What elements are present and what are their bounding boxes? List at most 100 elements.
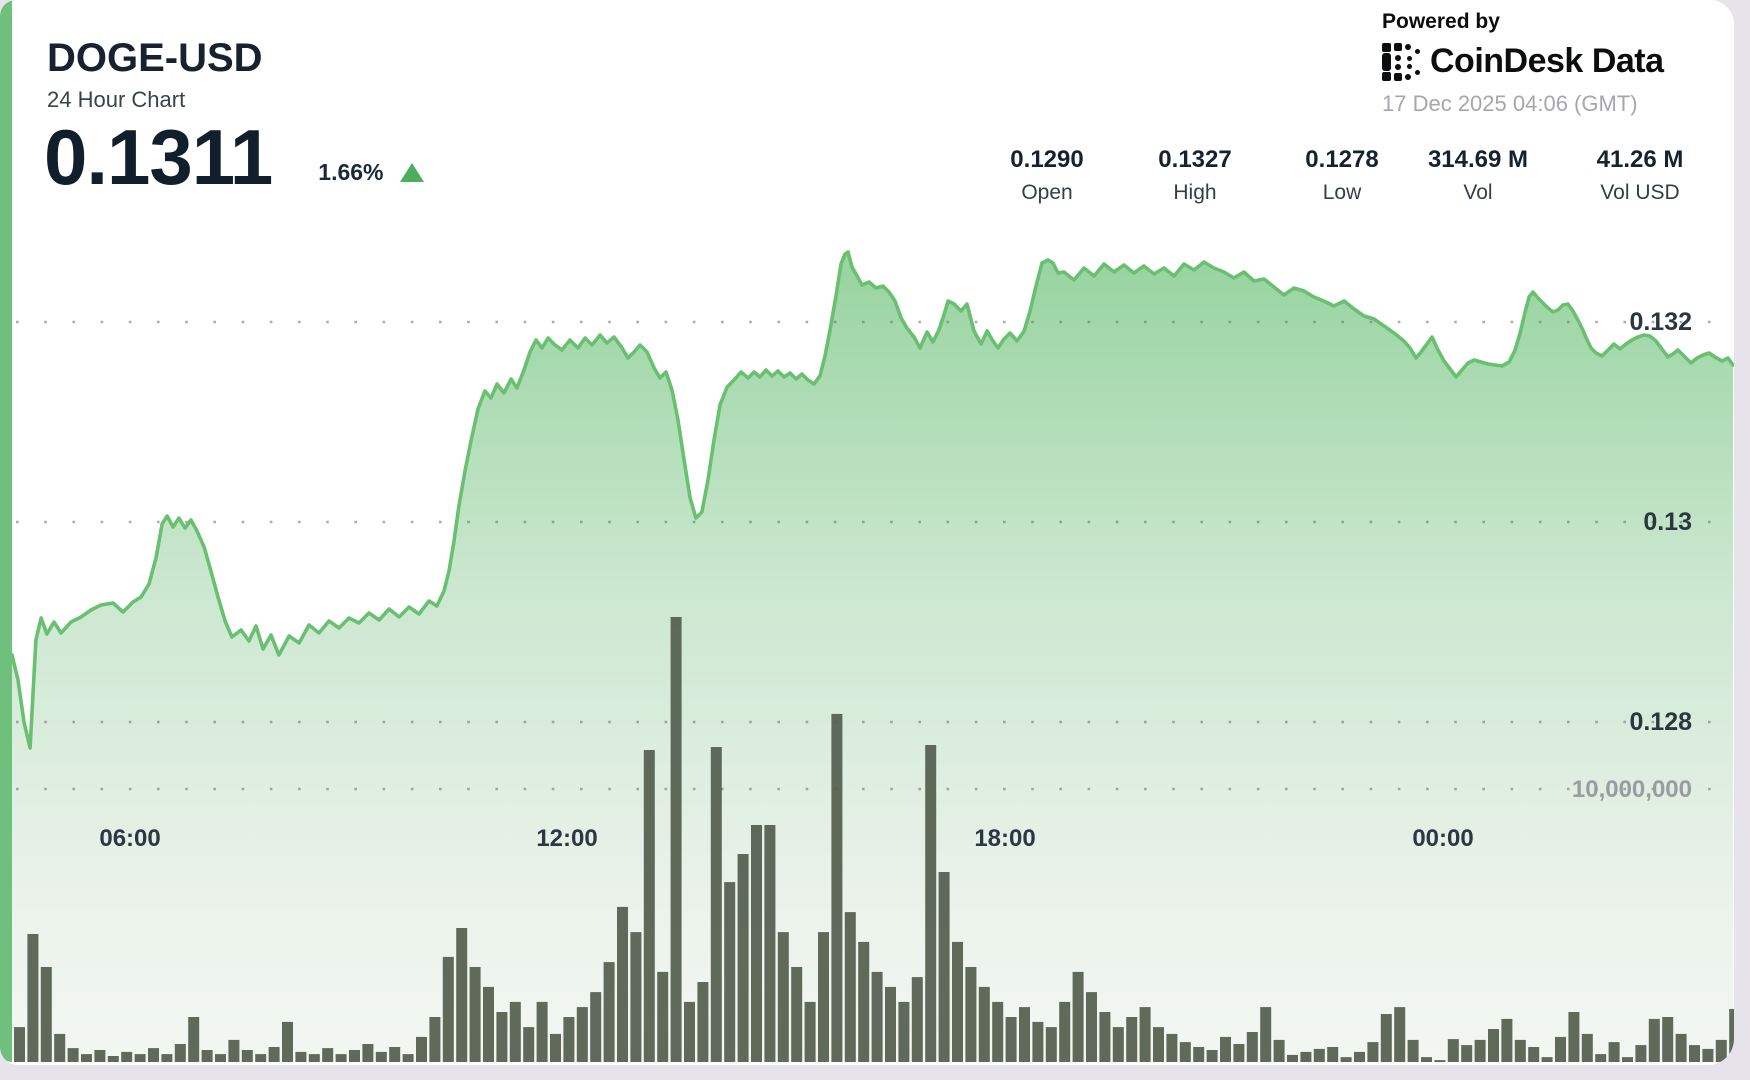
- volume-bar: [1246, 1032, 1258, 1062]
- volume-bar: [389, 1047, 401, 1062]
- stat-vol-usd-label: Vol USD: [1600, 181, 1680, 204]
- volume-bar: [617, 906, 628, 1062]
- volume-bar: [1206, 1050, 1218, 1062]
- y-axis-price-label: 0.128: [1629, 708, 1692, 736]
- volume-bar: [1193, 1047, 1205, 1062]
- volume-bar: [1675, 1033, 1687, 1062]
- volume-bar: [469, 967, 481, 1062]
- volume-bar: [1313, 1048, 1325, 1062]
- stat-vol: 314.69 M Vol: [1428, 146, 1528, 205]
- volume-bar: [1179, 1042, 1191, 1062]
- volume-bar: [1514, 1039, 1526, 1062]
- volume-bar: [1139, 1007, 1151, 1062]
- volume-bar: [536, 1001, 548, 1062]
- volume-bar: [134, 1054, 146, 1062]
- volume-bar: [1287, 1054, 1298, 1062]
- volume-bar: [54, 1033, 66, 1062]
- change-indicator: 1.66%: [318, 159, 424, 186]
- y-axis-volume-label: 10,000,000: [1572, 776, 1692, 803]
- page-title: DOGE-USD: [47, 36, 263, 80]
- volume-bar: [27, 934, 39, 1062]
- y-axis-price-label: 0.132: [1629, 308, 1692, 336]
- volume-bar: [630, 932, 642, 1062]
- volume-bar: [952, 941, 963, 1062]
- volume-bar: [1005, 1017, 1017, 1062]
- volume-bar: [697, 982, 709, 1062]
- volume-bar: [1662, 1017, 1674, 1062]
- chart-subtitle: 24 Hour Chart: [47, 87, 186, 112]
- volume-bar: [858, 941, 870, 1062]
- volume-bar: [40, 967, 52, 1062]
- current-price: 0.1311: [44, 113, 273, 201]
- volume-bar: [402, 1054, 414, 1062]
- volume-bar: [1166, 1033, 1178, 1062]
- volume-bar: [1474, 1039, 1486, 1062]
- volume-bar: [322, 1048, 334, 1062]
- volume-bar: [1394, 1007, 1406, 1062]
- volume-bar: [777, 932, 789, 1062]
- volume-bar: [844, 912, 856, 1062]
- volume-bar: [1340, 1057, 1352, 1062]
- volume-bar: [456, 928, 468, 1062]
- stat-high: 0.1327 High: [1158, 146, 1231, 205]
- stat-high-value: 0.1327: [1158, 146, 1232, 173]
- arrow-up-icon: [399, 163, 424, 182]
- ohlc-stats-row: 0.1290 Open 0.1327 High 0.1278 Low 314.6…: [0, 146, 1734, 216]
- volume-bar: [174, 1044, 186, 1062]
- volume-bar: [590, 992, 602, 1062]
- volume-bar: [121, 1051, 133, 1062]
- stat-vol-usd-value: 41.26 M: [1596, 146, 1684, 173]
- volume-bar: [1019, 1007, 1030, 1062]
- volume-bar: [255, 1054, 267, 1062]
- stat-open: 0.1290 Open: [1010, 146, 1083, 205]
- volume-bar: [1729, 1009, 1734, 1062]
- accent-stripe: [0, 0, 12, 1062]
- powered-by-label: Powered by: [1382, 10, 1500, 33]
- volume-bar: [201, 1050, 213, 1062]
- chart-card: 0.132 0.13 0.128 10,000,000 06:00 12:00 18:00 0…: [0, 0, 1734, 1065]
- volume-bar: [657, 971, 669, 1062]
- stat-open-label: Open: [1021, 181, 1073, 204]
- volume-bar: [362, 1044, 374, 1062]
- volume-bar: [1072, 971, 1084, 1062]
- volume-bar: [1461, 1045, 1473, 1062]
- volume-bar: [818, 932, 829, 1062]
- volume-bar: [1702, 1048, 1714, 1062]
- volume-bar: [1648, 1018, 1660, 1062]
- volume-bar: [1635, 1045, 1647, 1062]
- volume-bar: [992, 1001, 1004, 1062]
- volume-bar: [751, 825, 762, 1062]
- volume-bar: [670, 617, 682, 1062]
- volume-bar: [1434, 1060, 1446, 1062]
- change-percent: 1.66%: [318, 159, 384, 185]
- volume-bar: [496, 1012, 508, 1062]
- volume-bar: [1447, 1039, 1459, 1062]
- stat-low-label: Low: [1322, 181, 1362, 204]
- stat-high-label: High: [1173, 181, 1217, 204]
- volume-bar: [241, 1050, 253, 1062]
- volume-bar: [1622, 1057, 1633, 1062]
- volume-bar: [885, 986, 896, 1062]
- volume-bar: [1260, 1007, 1272, 1062]
- volume-bar: [804, 1001, 816, 1062]
- stat-open-value: 0.1290: [1010, 146, 1084, 173]
- volume-bar: [550, 1033, 561, 1062]
- powered-by-block: Powered by Coi: [1382, 10, 1702, 117]
- volume-bar: [1153, 1027, 1164, 1062]
- volume-bar: [1555, 1036, 1566, 1062]
- brand-coindesk: CoinDesk: [1430, 42, 1583, 80]
- volume-bar: [1380, 1014, 1392, 1062]
- volume-bar: [1528, 1047, 1540, 1062]
- volume-bar: [1595, 1054, 1607, 1062]
- volume-bar: [295, 1051, 307, 1062]
- stat-vol-value: 314.69 M: [1427, 146, 1529, 173]
- volume-bar: [764, 825, 776, 1062]
- volume-bar: [563, 1017, 575, 1062]
- y-axis-price-label: 0.13: [1643, 508, 1692, 536]
- volume-bar: [1300, 1051, 1312, 1062]
- volume-bar: [188, 1017, 200, 1062]
- volume-bar: [737, 854, 749, 1062]
- stat-low-value: 0.1278: [1305, 146, 1379, 173]
- volume-bar: [14, 1027, 25, 1062]
- volume-bar: [576, 1007, 588, 1062]
